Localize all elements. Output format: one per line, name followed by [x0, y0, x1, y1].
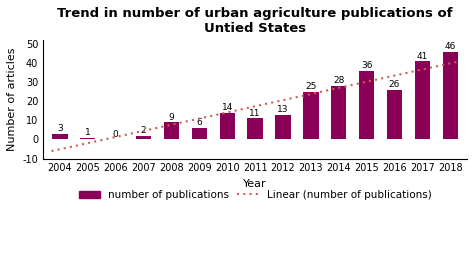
Y-axis label: Number of articles: Number of articles: [7, 48, 17, 151]
Bar: [219, 113, 235, 140]
Text: 36: 36: [361, 61, 373, 70]
Text: 2: 2: [141, 126, 146, 135]
Bar: [359, 71, 374, 140]
Text: 3: 3: [57, 124, 63, 133]
Bar: [191, 128, 207, 140]
Text: 13: 13: [277, 105, 289, 114]
Text: 1: 1: [85, 128, 91, 137]
Text: 6: 6: [196, 118, 202, 127]
Bar: [52, 134, 67, 140]
Text: 14: 14: [221, 103, 233, 112]
Bar: [387, 90, 402, 140]
Legend: number of publications, Linear (number of publications): number of publications, Linear (number o…: [76, 187, 434, 203]
Text: 46: 46: [445, 42, 456, 51]
Title: Trend in number of urban agriculture publications of
Untied States: Trend in number of urban agriculture pub…: [57, 7, 453, 35]
Bar: [443, 52, 458, 140]
Bar: [136, 136, 151, 140]
Text: 26: 26: [389, 80, 400, 89]
Text: 28: 28: [333, 76, 345, 86]
Text: 0: 0: [113, 130, 118, 139]
X-axis label: Year: Year: [243, 179, 267, 189]
Text: 25: 25: [305, 82, 317, 91]
Text: 9: 9: [169, 113, 174, 122]
Text: 11: 11: [249, 109, 261, 118]
Bar: [415, 61, 430, 140]
Bar: [303, 92, 319, 140]
Bar: [331, 86, 346, 140]
Text: 41: 41: [417, 52, 428, 61]
Bar: [80, 138, 95, 140]
Bar: [247, 118, 263, 140]
Bar: [164, 122, 179, 140]
Bar: [275, 115, 291, 140]
